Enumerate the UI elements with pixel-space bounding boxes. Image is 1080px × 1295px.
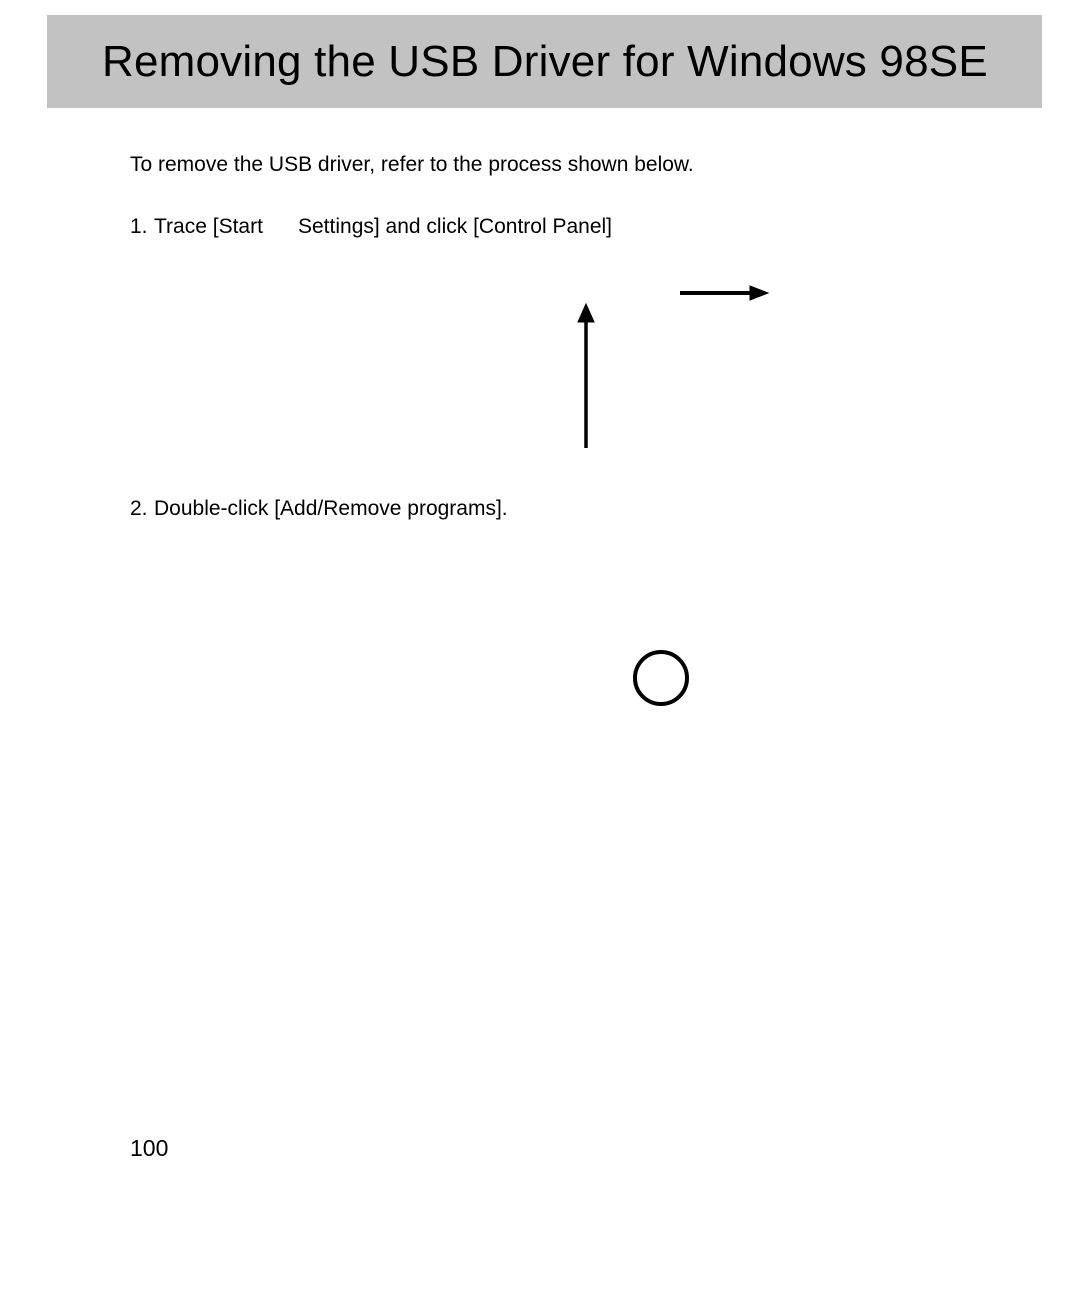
title-band: Removing the USB Driver for Windows 98SE — [47, 15, 1042, 108]
step-2-text: Double-click [Add/Remove programs]. — [154, 497, 508, 521]
step-1-text-b: Settings] and click [Control Panel] — [298, 215, 612, 239]
arrow-up-icon — [570, 300, 610, 460]
step-1-text-a: Trace [Start — [154, 215, 263, 239]
intro-text: To remove the USB driver, refer to the p… — [130, 153, 694, 177]
step-1-number: 1. — [130, 215, 148, 239]
page-title: Removing the USB Driver for Windows 98SE — [102, 37, 988, 87]
arrow-right-icon — [676, 280, 776, 310]
step-2-number: 2. — [130, 497, 148, 521]
circle-marker-icon — [630, 648, 694, 712]
document-page: Removing the USB Driver for Windows 98SE… — [0, 0, 1080, 1295]
page-number: 100 — [130, 1135, 168, 1162]
